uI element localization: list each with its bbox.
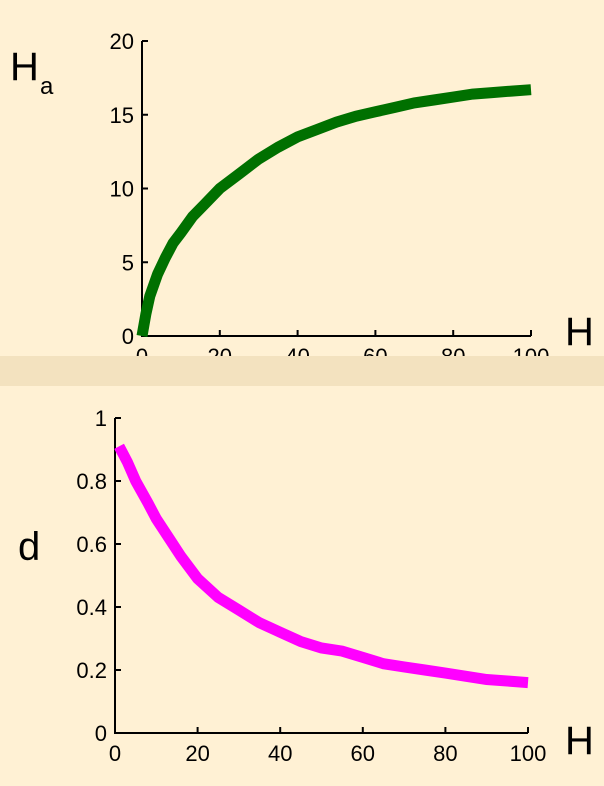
- tick-label-group: 0 20 40 60 80 100 0 0.2 0.4 0.6 0.8 1: [76, 406, 546, 766]
- y-tick-label: 0.6: [76, 532, 107, 557]
- y-axis-label-subscript: a: [40, 73, 54, 100]
- y-tick-label: 0.2: [76, 658, 107, 683]
- series-line-ha: [136, 84, 532, 337]
- y-tick-label: 1: [95, 406, 107, 431]
- x-tick-label: 0: [109, 741, 121, 766]
- x-tick-label: 40: [268, 741, 292, 766]
- y-tick-label: 10: [110, 177, 134, 202]
- series-line-d: [114, 443, 529, 689]
- y-tick-label: 20: [110, 29, 134, 54]
- panel-divider: [0, 356, 604, 386]
- y-axis-label: H: [10, 45, 39, 89]
- y-tick-label: 5: [122, 250, 134, 275]
- y-tick-label: 0: [122, 324, 134, 349]
- tick-group: [114, 417, 529, 734]
- x-axis-label: H: [565, 310, 594, 354]
- y-axis-label: d: [18, 525, 40, 569]
- y-tick-label: 0.8: [76, 469, 107, 494]
- x-axis-label: H: [565, 719, 594, 763]
- y-tick-label: 15: [110, 103, 134, 128]
- x-tick-label: 80: [433, 741, 457, 766]
- y-tick-label: 0: [95, 721, 107, 746]
- y-tick-label: 0.4: [76, 595, 107, 620]
- x-tick-label: 60: [351, 741, 375, 766]
- chart-d-vs-h: 0 20 40 60 80 100 0 0.2 0.4 0.6 0.8 1 d H: [18, 406, 594, 766]
- x-tick-label: 20: [185, 741, 209, 766]
- x-tick-label: 100: [510, 741, 547, 766]
